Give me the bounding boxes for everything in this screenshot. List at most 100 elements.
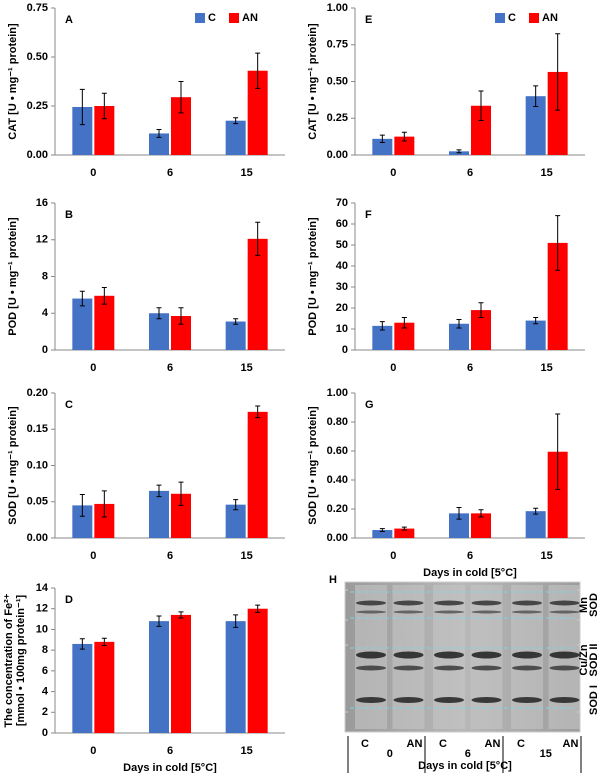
gel-band xyxy=(356,600,386,606)
x-tick-label: 15 xyxy=(241,167,253,179)
gel-band xyxy=(471,600,502,606)
bar xyxy=(372,325,393,350)
gel-band xyxy=(471,697,502,703)
error-bar xyxy=(255,221,261,256)
y-tick-label: 0.00 xyxy=(327,149,348,161)
y-tick-label: 0 xyxy=(42,344,48,356)
gel-band xyxy=(434,665,464,671)
bar xyxy=(449,513,469,538)
legend-label: AN xyxy=(542,12,558,24)
y-tick-label: 12 xyxy=(36,603,48,615)
error-bar xyxy=(478,90,484,121)
x-tick-label: 6 xyxy=(467,167,473,179)
gel-band xyxy=(434,651,464,659)
gel-band xyxy=(549,651,580,659)
gel-band xyxy=(512,600,542,606)
x-tick-label: 15 xyxy=(541,167,553,179)
bar xyxy=(547,451,568,538)
gel-band xyxy=(434,697,464,703)
gel-band xyxy=(356,665,386,671)
y-tick-label: 4 xyxy=(42,307,49,319)
error-bar xyxy=(456,507,462,520)
y-tick-label: 12 xyxy=(36,234,48,246)
x-tick-label: 6 xyxy=(167,167,173,179)
gel-band xyxy=(393,651,424,659)
y-tick-label: 10 xyxy=(36,623,48,635)
gel-band xyxy=(434,610,464,614)
error-bar xyxy=(533,85,539,107)
bar xyxy=(471,105,491,155)
lane-label: AN xyxy=(563,738,579,750)
y-tick-label: 14 xyxy=(36,582,49,594)
bar xyxy=(247,238,268,350)
gel-band xyxy=(356,697,386,703)
bar xyxy=(94,106,115,155)
legend-swatch xyxy=(229,13,239,23)
error-bar xyxy=(478,302,484,318)
y-axis-label: CAT [U • mg⁻¹ protein] xyxy=(307,23,319,140)
y-tick-label: 0.60 xyxy=(327,445,348,457)
x-tick-label: 15 xyxy=(541,550,553,562)
y-tick-label: 0.15 xyxy=(27,423,48,435)
y-tick-label: 2 xyxy=(42,706,48,718)
bar xyxy=(94,295,115,350)
day-label: 6 xyxy=(465,748,471,760)
y-tick-label: 8 xyxy=(42,644,48,656)
x-tick-label: 0 xyxy=(90,167,96,179)
error-bar xyxy=(255,405,261,419)
bar xyxy=(149,313,169,350)
error-bar xyxy=(178,481,184,506)
gel-band xyxy=(549,600,580,606)
x-tick-label: 6 xyxy=(167,362,173,374)
x-tick-label: 15 xyxy=(541,362,553,374)
panel-letter: H xyxy=(329,574,337,586)
y-tick-label: 40 xyxy=(336,260,348,272)
bar xyxy=(525,320,546,350)
legend-label: AN xyxy=(242,12,258,24)
x-axis-label: Days in cold [5°C] xyxy=(123,762,217,773)
chart-panel: 0 10 20 30 40 50 60 70 0 6 15 F POD [U • mg⁻¹ protei… xyxy=(307,197,585,374)
y-axis-label: SOD [U • mg⁻¹ protein] xyxy=(307,406,319,525)
bar xyxy=(149,621,169,733)
y-tick-label: 0.50 xyxy=(27,51,48,63)
chart-panel: 0 4 8 12 16 0 6 15 B POD [U • mg⁻¹ protein] xyxy=(7,197,285,374)
y-axis-label: [mmol • 100mg protein⁻¹] xyxy=(15,595,27,727)
gel-band xyxy=(471,610,502,614)
error-bar xyxy=(156,615,162,627)
x-tick-label: 0 xyxy=(90,745,96,757)
x-tick-label: 0 xyxy=(390,550,396,562)
error-bar xyxy=(555,413,561,490)
bar xyxy=(171,493,191,538)
x-axis-label: Days in cold [5°C] xyxy=(418,760,512,772)
error-bar xyxy=(456,149,462,154)
gel-band xyxy=(549,610,580,614)
bar xyxy=(72,298,93,350)
bar xyxy=(171,97,191,155)
error-bar xyxy=(533,507,539,515)
error-bar xyxy=(255,604,261,613)
bar xyxy=(171,614,191,733)
bar xyxy=(372,138,393,155)
y-tick-label: 0.20 xyxy=(27,387,48,399)
day-label: 0 xyxy=(387,748,393,760)
error-bar xyxy=(379,528,385,532)
bar xyxy=(149,133,169,155)
legend-swatch xyxy=(495,13,505,23)
error-bar xyxy=(178,611,184,619)
gel-band xyxy=(356,610,386,614)
band-label: SOD II xyxy=(588,643,600,676)
error-bar xyxy=(555,33,561,111)
y-axis-label: POD [U • mg⁻¹ protein] xyxy=(307,217,319,336)
y-tick-label: 30 xyxy=(336,281,348,293)
bar xyxy=(247,70,268,155)
y-tick-label: 60 xyxy=(336,218,348,230)
y-axis-label: SOD [U • mg⁻¹ protein] xyxy=(7,406,19,525)
bar xyxy=(247,411,268,538)
y-tick-label: 0.80 xyxy=(327,416,348,428)
bar xyxy=(225,504,246,538)
y-tick-label: 50 xyxy=(336,239,348,251)
y-tick-label: 0.25 xyxy=(27,100,48,112)
bar xyxy=(72,106,93,155)
bar xyxy=(149,490,169,538)
y-tick-label: 8 xyxy=(42,270,48,282)
